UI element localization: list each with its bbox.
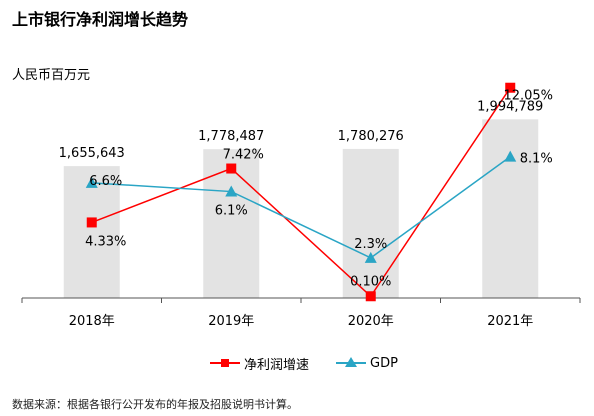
series-line-net-profit-growth bbox=[91, 87, 511, 298]
unit-label: 人民币百万元 bbox=[12, 68, 91, 83]
net-profit-growth-data-label: 4.33% bbox=[85, 234, 126, 249]
net-profit-growth-point bbox=[226, 163, 237, 174]
net-profit-growth-point bbox=[86, 217, 97, 228]
bar-value-label: 1,994,789 bbox=[477, 99, 543, 114]
bar-2019年 bbox=[203, 149, 260, 298]
legend-triangle-marker-icon bbox=[336, 356, 366, 370]
gdp-data-label: 8.1% bbox=[520, 152, 553, 167]
legend-label-gdp: GDP bbox=[370, 355, 398, 371]
combo-chart: 2018年 2019年 2020年 2021年 1,655,643 1,778,487 1… bbox=[21, 82, 581, 329]
net-profit-growth-data-label: 0.10% bbox=[350, 274, 391, 289]
net-profit-growth-data-label: 7.42% bbox=[223, 148, 264, 163]
chart-title: 上市银行净利润增长趋势 bbox=[12, 10, 189, 29]
bar-value-label: 1,780,276 bbox=[338, 129, 404, 144]
bar-value-label: 1,778,487 bbox=[198, 129, 264, 144]
gdp-data-label: 6.1% bbox=[215, 204, 248, 219]
legend-item-net-profit-growth: 净利润增速 bbox=[210, 352, 309, 374]
gdp-point bbox=[85, 176, 98, 188]
series-line-gdp bbox=[91, 156, 511, 259]
net-profit-growth-point bbox=[365, 291, 376, 302]
legend-item-gdp: GDP bbox=[336, 352, 398, 374]
x-tick-label: 2018年 bbox=[69, 314, 115, 329]
bar-2018年 bbox=[63, 166, 120, 298]
bar-2021年 bbox=[482, 119, 539, 298]
net-profit-growth-data-label: 12.05% bbox=[503, 89, 553, 104]
gdp-data-label: 2.3% bbox=[354, 237, 387, 252]
legend-label-net-profit-growth: 净利润增速 bbox=[244, 357, 310, 373]
x-tick-label: 2021年 bbox=[487, 314, 533, 329]
legend: 净利润增速 GDP bbox=[0, 352, 594, 374]
net-profit-growth-point bbox=[505, 82, 516, 93]
x-tick-label: 2019年 bbox=[208, 314, 254, 329]
source-note: 数据来源：根据各银行公开发布的年报及招股说明书计算。 bbox=[12, 398, 298, 411]
gdp-data-label: 6.6% bbox=[89, 174, 122, 189]
bar-2020年 bbox=[342, 148, 399, 298]
gdp-point bbox=[364, 251, 377, 263]
x-tick-label: 2020年 bbox=[348, 314, 394, 329]
bar-value-label: 1,655,643 bbox=[59, 146, 125, 161]
gdp-point bbox=[504, 150, 517, 162]
legend-square-marker-icon bbox=[210, 356, 240, 370]
gdp-point bbox=[225, 185, 238, 197]
